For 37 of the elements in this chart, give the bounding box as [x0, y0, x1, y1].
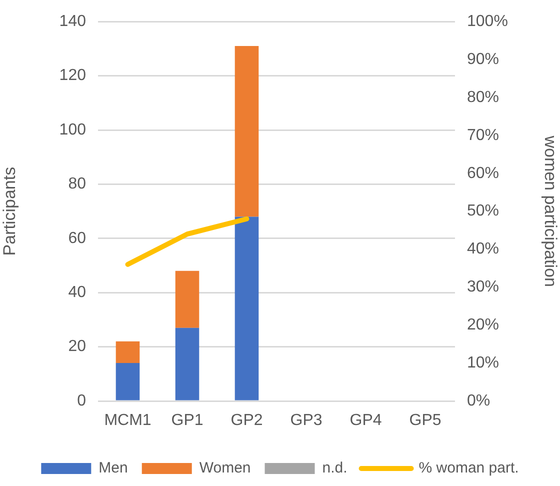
y-tick-label: 140	[59, 13, 86, 30]
x-tick-label: GP1	[171, 412, 204, 430]
y2-tick-label: 90%	[467, 50, 500, 68]
x-tick-label: GP2	[230, 412, 263, 430]
y-tick-label: 0	[77, 392, 86, 410]
y-tick-label: 80	[68, 176, 86, 193]
bar	[234, 46, 259, 217]
legend-label: % woman part.	[418, 460, 519, 477]
y2-tick-label: 100%	[467, 13, 508, 30]
y2-tick-label: 20%	[467, 316, 500, 334]
bar	[234, 216, 259, 400]
y-axis-title: Participants	[0, 166, 19, 256]
y2-tick-label: 10%	[467, 354, 500, 372]
x-tick-label: MCM1	[104, 412, 152, 430]
x-tick-label: GP4	[350, 412, 382, 430]
legend-label: Men	[98, 460, 128, 477]
y2-tick-label: 30%	[467, 278, 500, 296]
bar	[175, 270, 200, 328]
y2-axis-title: women participation	[541, 134, 560, 287]
y2-tick-label: 70%	[467, 126, 500, 144]
bar	[175, 328, 200, 400]
y-tick-label: 100	[59, 121, 86, 138]
y2-tick-label: 80%	[467, 88, 500, 106]
x-tick-label: GP5	[409, 412, 442, 430]
y-tick-label: 20	[68, 338, 86, 356]
y2-tick-label: 40%	[467, 240, 500, 258]
bar	[116, 363, 140, 400]
y2-tick-label: 50%	[467, 202, 500, 220]
legend-label: Women	[199, 460, 251, 477]
x-tick-label: GP3	[290, 412, 322, 430]
y2-tick-label: 60%	[467, 164, 500, 182]
legend-label: n.d.	[322, 460, 348, 477]
y2-tick-label: 0%	[467, 392, 490, 410]
bar	[116, 341, 140, 364]
y-tick-label: 40	[68, 284, 86, 302]
y-tick-label: 120	[59, 67, 86, 84]
y-tick-label: 60	[68, 230, 86, 247]
